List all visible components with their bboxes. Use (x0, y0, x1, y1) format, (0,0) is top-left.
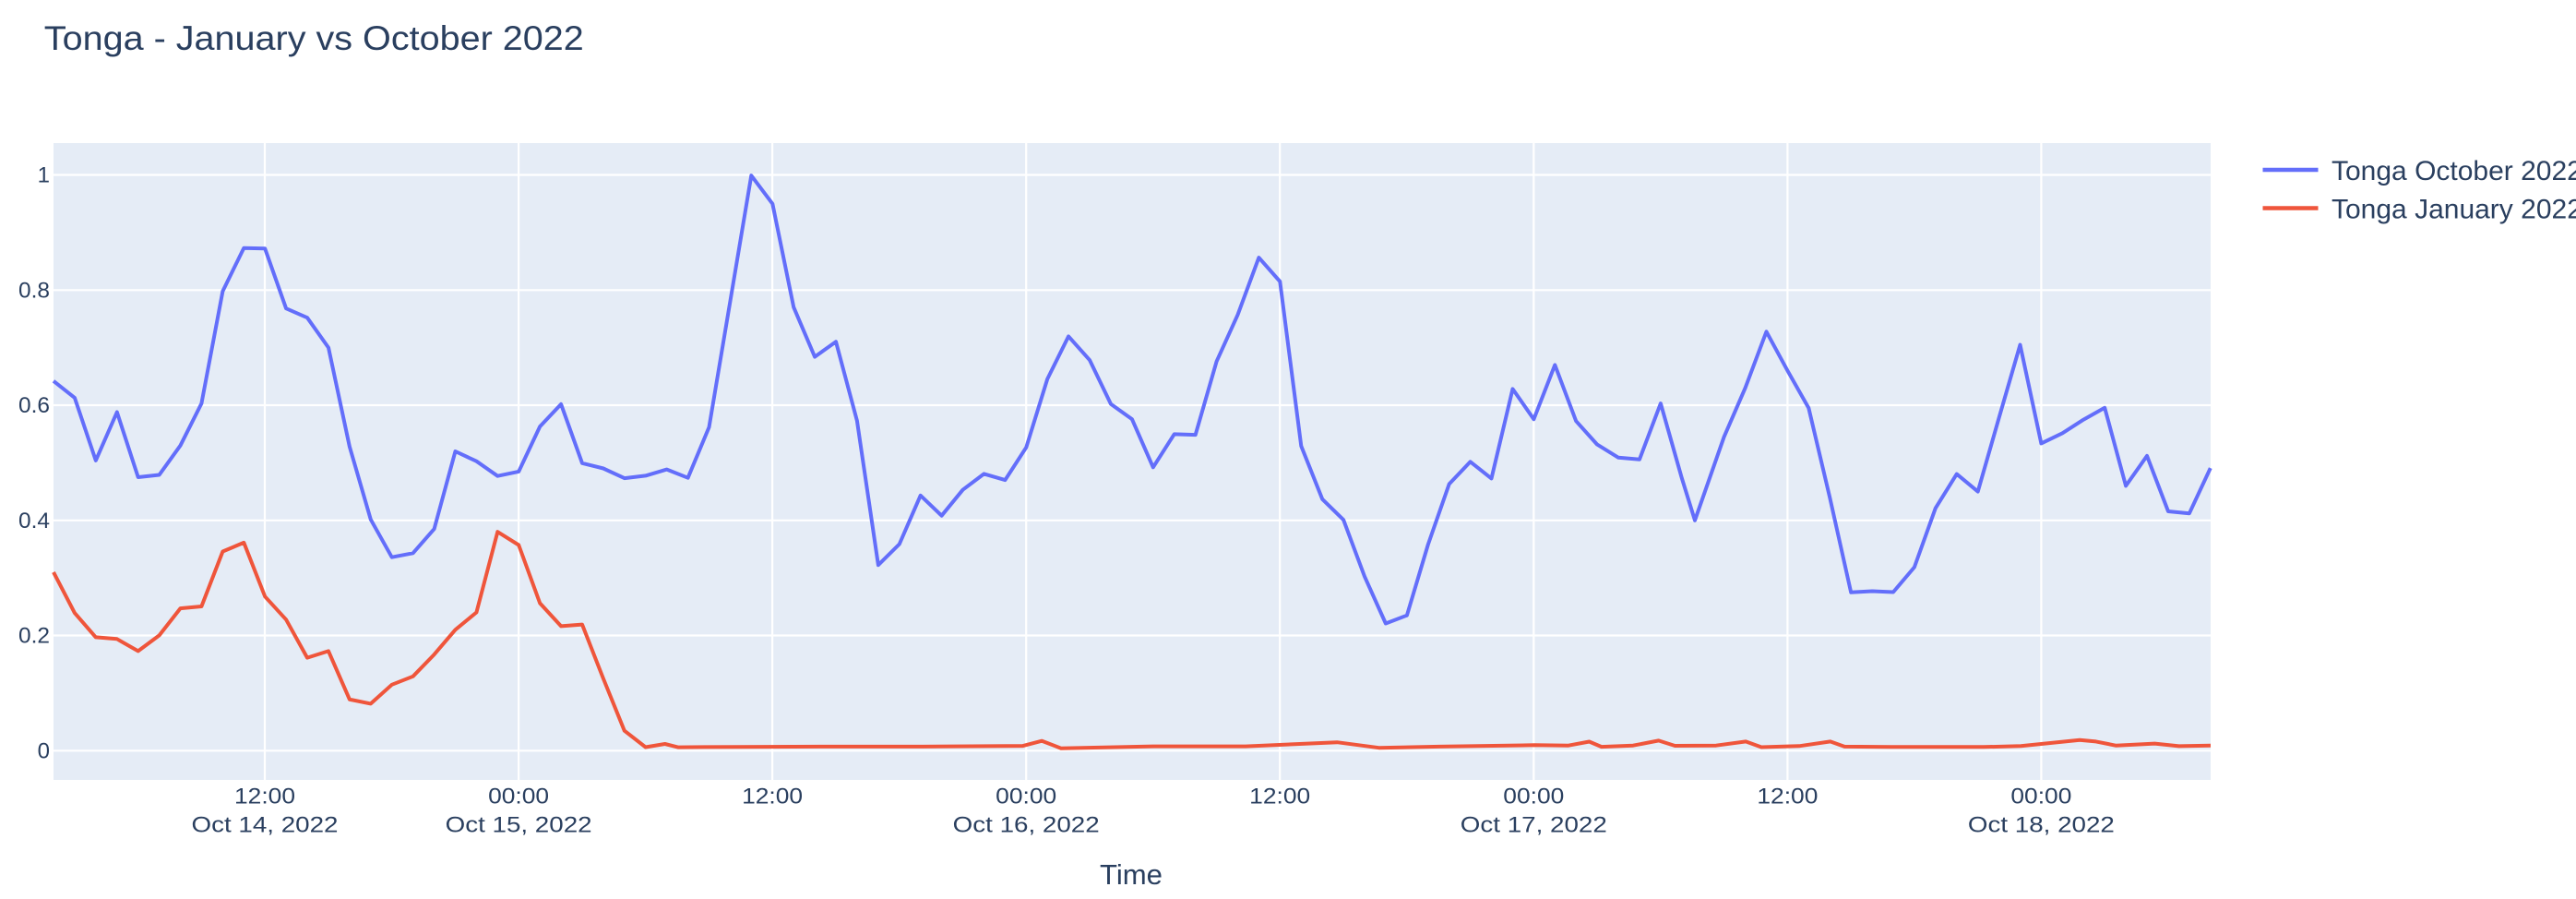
svg-text:12:00: 12:00 (742, 785, 803, 809)
svg-text:1: 1 (38, 163, 50, 188)
svg-text:00:00: 00:00 (488, 785, 549, 809)
svg-text:12:00: 12:00 (234, 785, 295, 809)
svg-text:0.6: 0.6 (18, 393, 50, 418)
svg-text:12:00: 12:00 (1757, 785, 1818, 809)
svg-text:Oct 16, 2022: Oct 16, 2022 (953, 813, 1100, 838)
svg-text:00:00: 00:00 (996, 785, 1056, 809)
svg-text:0.4: 0.4 (18, 509, 50, 533)
svg-text:Tonga - January vs October 202: Tonga - January vs October 2022 (44, 19, 584, 57)
svg-text:00:00: 00:00 (1503, 785, 1564, 809)
svg-text:0: 0 (38, 739, 50, 764)
svg-text:Oct 14, 2022: Oct 14, 2022 (192, 813, 339, 838)
svg-text:0.8: 0.8 (18, 279, 50, 304)
svg-text:Oct 15, 2022: Oct 15, 2022 (446, 813, 592, 838)
svg-text:Tonga October 2022: Tonga October 2022 (2332, 156, 2576, 186)
svg-text:00:00: 00:00 (2010, 785, 2071, 809)
svg-text:12:00: 12:00 (1249, 785, 1310, 809)
svg-text:Oct 18, 2022: Oct 18, 2022 (1968, 813, 2115, 838)
svg-text:0.2: 0.2 (18, 624, 50, 649)
svg-text:Time: Time (1100, 858, 1163, 891)
svg-text:Tonga January 2022: Tonga January 2022 (2332, 194, 2576, 224)
svg-text:Oct 17, 2022: Oct 17, 2022 (1461, 813, 1607, 838)
